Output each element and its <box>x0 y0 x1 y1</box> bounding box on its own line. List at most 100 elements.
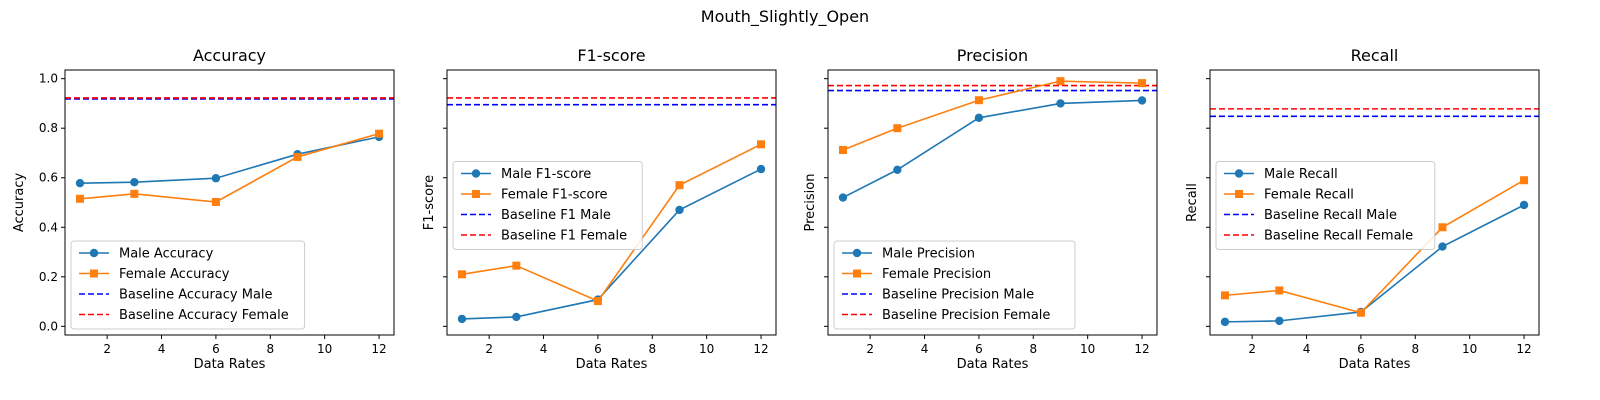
female-data-point <box>757 140 766 149</box>
series-line-female <box>79 132 380 203</box>
male-data-point <box>1438 242 1447 251</box>
x-tick-label: 8 <box>1411 342 1419 356</box>
y-tick-label: 0.4 <box>39 220 58 234</box>
x-tick-label: 4 <box>921 342 929 356</box>
legend-marker <box>89 248 99 258</box>
male-data-point <box>974 113 984 122</box>
legend-marker <box>853 269 861 278</box>
x-tick-label: 6 <box>594 342 602 356</box>
legend-marker <box>1234 169 1244 178</box>
female-data-point <box>457 270 466 279</box>
legend-entry-label: Baseline Recall Female <box>1264 229 1413 244</box>
chart-panel-precision: Precision 2 4 6 8 10 12 Data Rates Precision Male… <box>803 46 1158 372</box>
female-data-point <box>1220 291 1229 300</box>
x-tick-label: 8 <box>266 342 274 356</box>
female-data-point <box>512 261 521 270</box>
x-tick-label: 8 <box>1029 342 1037 356</box>
legend: Male Precision Female Precision Baseline P… <box>833 240 1076 330</box>
chart-panel-accuracy: Accuracy 2 4 6 8 10 12 0.0 0.2 0.4 0.6 0.8 1.0 Data R… <box>12 46 395 372</box>
female-data-point <box>211 198 220 207</box>
y-tick-label: 0.6 <box>39 171 58 185</box>
chart-panel-recall: Recall 2 4 6 8 10 12 Data Rates Recall Male Recal… <box>1185 46 1540 372</box>
female-data-point <box>893 124 902 133</box>
x-tick-label: 12 <box>1134 342 1149 356</box>
male-data-point <box>838 193 848 202</box>
male-data-point <box>130 177 139 187</box>
series-line-male <box>79 136 380 184</box>
legend-entry-label: Female Precision <box>882 267 991 282</box>
x-tick-label: 2 <box>1248 342 1256 356</box>
legend-marker <box>471 169 481 178</box>
y-tick-label: 1.0 <box>39 72 58 86</box>
female-data-point <box>1438 223 1447 232</box>
x-tick-label: 8 <box>648 342 656 356</box>
female-data-point <box>130 189 139 198</box>
x-tick-label: 6 <box>975 342 983 356</box>
female-data-point <box>974 96 983 105</box>
series-line-male <box>842 99 1143 199</box>
legend-entry-label: Baseline F1 Female <box>501 229 627 244</box>
x-tick-label: 12 <box>371 342 386 356</box>
legend-entry-label: Baseline Accuracy Female <box>119 308 289 323</box>
plot-frame <box>446 69 777 336</box>
male-data-point <box>1519 200 1529 210</box>
male-data-point <box>1137 96 1147 105</box>
x-axis-label: Data Rates <box>957 357 1029 372</box>
chart-title: Recall <box>1351 46 1399 65</box>
x-axis-label: Data Rates <box>576 357 648 372</box>
legend-entry-label: Male Recall <box>1264 167 1338 182</box>
x-tick-label: 4 <box>540 342 548 356</box>
x-tick-label: 2 <box>485 342 493 356</box>
male-data-point <box>1056 99 1065 108</box>
female-data-point <box>593 297 602 306</box>
male-data-point <box>675 205 684 215</box>
legend-entry-label: Female F1-score <box>501 188 608 203</box>
legend-entry-label: Female Accuracy <box>119 267 230 282</box>
legend-entry-label: Baseline F1 Male <box>501 208 611 223</box>
x-tick-label: 12 <box>753 342 768 356</box>
chart-title: Accuracy <box>193 46 266 65</box>
female-data-point <box>375 129 384 138</box>
female-data-point <box>1275 286 1284 295</box>
y-axis-label: Accuracy <box>12 173 27 233</box>
y-tick-label: 0.8 <box>39 121 58 135</box>
x-tick-label: 4 <box>1303 342 1311 356</box>
legend-entry-label: Male Precision <box>882 247 975 262</box>
female-data-point <box>1520 176 1529 185</box>
legend-marker <box>472 190 480 198</box>
x-tick-label: 10 <box>1462 342 1477 356</box>
legend: Male Accuracy Female Accuracy Baseline Acc… <box>70 240 306 330</box>
y-tick-label: 0.2 <box>39 270 58 284</box>
female-data-point <box>1056 77 1065 86</box>
female-data-point <box>1356 308 1365 317</box>
legend-entry-label: Male F1-score <box>501 167 591 182</box>
y-tick-label: 0.0 <box>39 319 58 333</box>
female-data-point <box>75 194 84 203</box>
y-axis-label: Recall <box>1185 183 1200 222</box>
legend: Male Recall Female Recall Baseline Recall … <box>1215 161 1436 250</box>
x-tick-label: 10 <box>699 342 714 356</box>
female-data-point <box>293 152 302 161</box>
legend-marker <box>1235 190 1243 198</box>
legend-box <box>833 240 1076 330</box>
male-data-point <box>1220 317 1230 327</box>
male-data-point <box>512 312 521 322</box>
plot-frame <box>827 69 1158 336</box>
female-data-point <box>838 145 847 154</box>
x-tick-label: 4 <box>158 342 166 356</box>
x-tick-label: 6 <box>212 342 220 356</box>
x-tick-label: 2 <box>866 342 874 356</box>
chart-panel-f1-score: F1-score 2 4 6 8 10 12 Data Rates F1-score Male F… <box>422 46 777 372</box>
x-axis-label: Data Rates <box>194 357 266 372</box>
legend-box <box>452 161 643 250</box>
legend-entry-label: Baseline Precision Female <box>882 308 1050 323</box>
x-tick-label: 10 <box>317 342 332 356</box>
plot-frame <box>64 69 395 336</box>
legend-box <box>1215 161 1436 250</box>
x-tick-label: 6 <box>1357 342 1365 356</box>
female-data-point <box>675 181 684 190</box>
x-tick-label: 2 <box>103 342 111 356</box>
legend-marker <box>852 248 862 258</box>
legend-entry-label: Baseline Precision Male <box>882 288 1034 303</box>
